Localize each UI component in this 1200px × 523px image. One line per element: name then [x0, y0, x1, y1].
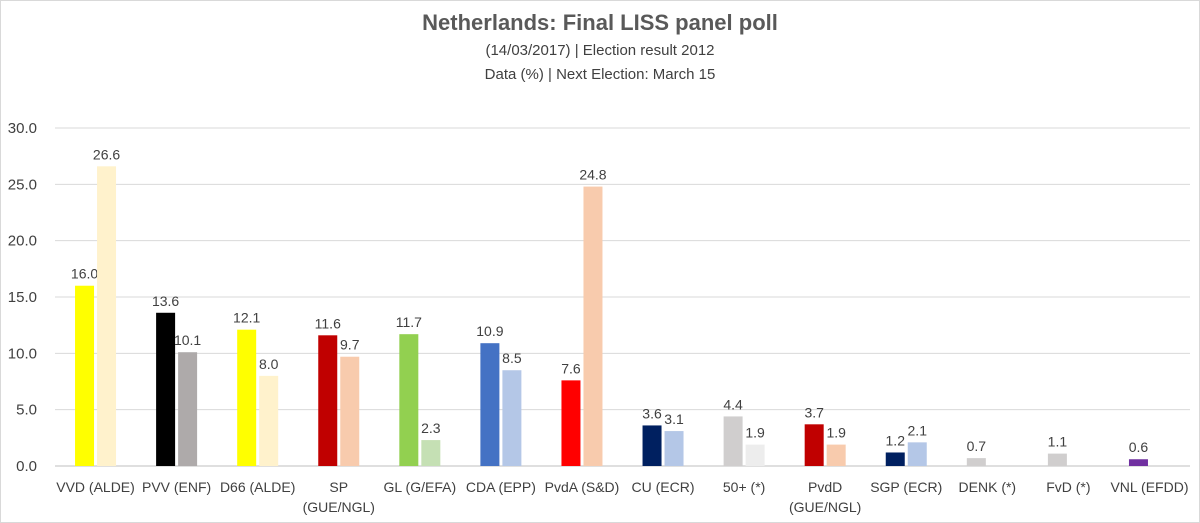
- category-label: PvdA (S&D): [545, 479, 620, 495]
- poll-bar: [318, 335, 338, 466]
- category-label: PVV (ENF): [142, 479, 211, 495]
- result-bar: [907, 442, 927, 466]
- category-label: (GUE/NGL): [303, 499, 375, 515]
- poll-bar: [156, 312, 176, 466]
- category-label: D66 (ALDE): [220, 479, 295, 495]
- poll-bar: [804, 424, 824, 466]
- result-bar: [502, 370, 522, 466]
- poll-data-label: 11.7: [396, 314, 422, 330]
- y-tick-label: 30.0: [8, 120, 37, 137]
- category-label: VVD (ALDE): [56, 479, 135, 495]
- poll-data-label: 12.1: [233, 310, 260, 326]
- result-bar: [178, 352, 198, 466]
- poll-data-label: 7.6: [561, 360, 581, 376]
- poll-bar: [237, 329, 257, 466]
- category-label: 50+ (*): [723, 479, 765, 495]
- category-label: CDA (EPP): [466, 479, 536, 495]
- category-label: CU (ECR): [632, 479, 695, 495]
- poll-data-label: 3.7: [804, 404, 824, 420]
- chart-title: Netherlands: Final LISS panel poll: [422, 10, 778, 35]
- poll-data-label: 13.6: [152, 293, 179, 309]
- category-label: DENK (*): [959, 479, 1017, 495]
- poll-data-label: 4.4: [723, 396, 743, 412]
- poll-bar: [885, 452, 905, 466]
- poll-data-label: 10.9: [476, 323, 503, 339]
- result-data-label: 1.9: [826, 425, 846, 441]
- result-data-label: 24.8: [579, 167, 606, 183]
- category-label: PvdD: [808, 479, 842, 495]
- y-tick-label: 0.0: [16, 458, 37, 475]
- category-label: (GUE/NGL): [789, 499, 861, 515]
- result-bar: [97, 166, 117, 466]
- result-bar: [340, 356, 360, 466]
- result-data-label: 8.0: [259, 356, 279, 372]
- chart-subtitle-data: Data (%) | Next Election: March 15: [484, 66, 716, 83]
- poll-bar: [561, 380, 581, 466]
- poll-bar: [480, 343, 500, 466]
- y-tick-label: 20.0: [8, 233, 37, 250]
- result-bar: [259, 375, 279, 466]
- poll-bar: [399, 334, 419, 466]
- poll-bar: [1047, 453, 1067, 466]
- result-bar: [826, 444, 846, 466]
- poll-data-label: 16.0: [71, 266, 98, 282]
- poll-bar: [642, 425, 662, 466]
- result-bar: [421, 440, 441, 466]
- y-tick-label: 5.0: [16, 402, 37, 419]
- poll-data-label: 11.6: [315, 315, 341, 331]
- result-data-label: 1.9: [745, 425, 765, 441]
- result-data-label: 9.7: [340, 337, 360, 353]
- result-data-label: 2.1: [908, 422, 928, 438]
- category-label: SGP (ECR): [870, 479, 942, 495]
- y-tick-label: 25.0: [8, 176, 37, 193]
- result-bar: [583, 186, 603, 466]
- poll-data-label: 3.6: [642, 405, 662, 421]
- poll-bar: [966, 458, 986, 466]
- result-bar: [745, 444, 765, 466]
- y-tick-label: 10.0: [8, 345, 37, 362]
- result-data-label: 2.3: [421, 420, 441, 436]
- category-label: GL (G/EFA): [384, 479, 457, 495]
- result-bar: [664, 431, 684, 466]
- poll-data-label: 0.7: [967, 438, 987, 454]
- poll-data-label: 1.2: [886, 432, 906, 448]
- category-label: FvD (*): [1046, 479, 1090, 495]
- y-tick-label: 15.0: [8, 289, 37, 306]
- poll-bar: [723, 416, 743, 466]
- result-data-label: 8.5: [502, 350, 522, 366]
- category-label: SP: [329, 479, 348, 495]
- result-data-label: 10.1: [174, 332, 201, 348]
- result-data-label: 26.6: [93, 146, 120, 162]
- category-label: VNL (EFDD): [1110, 479, 1188, 495]
- poll-data-label: 1.1: [1048, 434, 1068, 450]
- poll-bar: [1128, 459, 1148, 466]
- poll-bar: [75, 285, 95, 466]
- result-data-label: 3.1: [664, 411, 684, 427]
- poll-data-label: 0.6: [1129, 439, 1149, 455]
- chart-subtitle-date: (14/03/2017) | Election result 2012: [485, 42, 715, 59]
